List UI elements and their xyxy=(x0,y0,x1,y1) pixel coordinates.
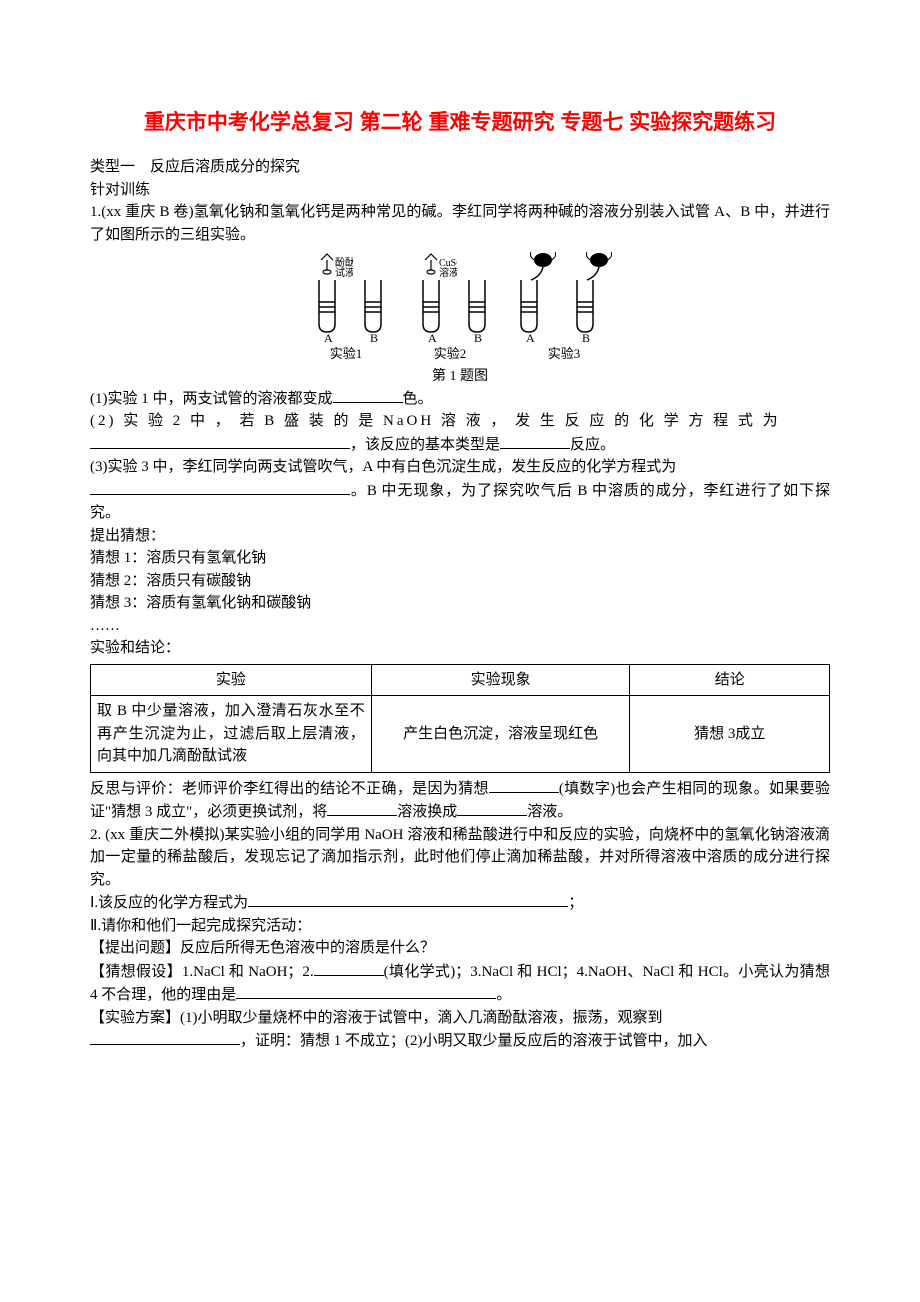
blank[interactable] xyxy=(248,891,568,907)
th-conclusion: 结论 xyxy=(630,664,830,696)
blank[interactable] xyxy=(90,479,350,495)
exp1-label: 实验1 xyxy=(330,344,363,364)
blank[interactable] xyxy=(314,960,384,976)
tube-a-label2: A xyxy=(428,331,437,342)
dropper1-label2: 试液 xyxy=(335,266,353,279)
tube-a-label: A xyxy=(324,331,333,342)
q1-p3-a: (3)实验 3 中，李红同学向两支试管吹气，A 中有白色沉淀生成，发生反应的化学… xyxy=(90,456,830,479)
exp2-block: CuSO₄ 溶液 A xyxy=(407,252,493,364)
q1-reflect-d: 溶液。 xyxy=(527,804,572,820)
figure-caption: 第 1 题图 xyxy=(90,366,830,387)
q1-table-h: 实验和结论： xyxy=(90,637,830,660)
q1-stem: 1.(xx 重庆 B 卷)氢氧化钠和氢氧化钙是两种常见的碱。李红同学将两种碱的溶… xyxy=(90,201,830,246)
q1-table: 实验 实验现象 结论 取 B 中少量溶液，加入澄清石灰水至不再产生沉淀为止，过滤… xyxy=(90,664,830,773)
q2-stem: 2. (xx 重庆二外模拟)某实验小组的同学用 NaOH 溶液和稀盐酸进行中和反… xyxy=(90,824,830,892)
exp3-block: A xyxy=(511,252,617,364)
q2-hyp-a: 【猜想假设】1.NaCl 和 NaOH；2. xyxy=(90,964,314,980)
blank[interactable] xyxy=(333,387,403,403)
table-row: 取 B 中少量溶液，加入澄清石灰水至不再产生沉淀为止，过滤后取上层清液，向其中加… xyxy=(91,696,830,773)
q2-i: Ⅰ.该反应的化学方程式为 ； xyxy=(90,891,830,915)
q2-hyp-c: 。 xyxy=(496,987,511,1003)
q1-guess3: 猜想 3：溶质有氢氧化钠和碳酸钠 xyxy=(90,592,830,615)
figure-row: 酚酞 试液 A xyxy=(90,252,830,364)
td-phenomenon: 产生白色沉淀，溶液呈现红色 xyxy=(371,696,630,773)
tube-a-label3: A xyxy=(526,331,535,342)
q1-p1-a: (1)实验 1 中，两支试管的溶液都变成 xyxy=(90,391,333,407)
tube-a-exp3-icon: A xyxy=(511,252,561,342)
tube-a-exp1-icon: 酚酞 试液 A xyxy=(303,252,353,342)
th-experiment: 实验 xyxy=(91,664,372,696)
blank[interactable] xyxy=(489,777,559,793)
document-title: 重庆市中考化学总复习 第二轮 重难专题研究 专题七 实验探究题练习 xyxy=(90,100,830,146)
blank[interactable] xyxy=(457,800,527,816)
tube-b-label: B xyxy=(370,331,378,342)
blank[interactable] xyxy=(90,433,350,449)
table-header-row: 实验 实验现象 结论 xyxy=(91,664,830,696)
q2-pq: 【提出问题】反应后所得无色溶液中的溶质是什么？ xyxy=(90,937,830,960)
q1-reflect-c: 溶液换成 xyxy=(397,804,457,820)
q2-i-a: Ⅰ.该反应的化学方程式为 xyxy=(90,895,248,911)
q1-dots: …… xyxy=(90,615,830,638)
q1-p2-b: ，该反应的基本类型是 xyxy=(350,437,500,453)
tube-b-label2: B xyxy=(474,331,482,342)
blank[interactable] xyxy=(500,433,570,449)
section-type: 类型一 反应后溶质成分的探究 xyxy=(90,156,830,179)
q1-p1: (1)实验 1 中，两支试管的溶液都变成 色。 xyxy=(90,387,830,411)
section-sub: 针对训练 xyxy=(90,179,830,202)
exp3-label: 实验3 xyxy=(548,344,581,364)
q1-reflect: 反思与评价：老师评价李红得出的结论不正确，是因为猜想(填数字)也会产生相同的现象… xyxy=(90,777,830,824)
tube-b-exp2-icon: B xyxy=(463,252,493,342)
q2-plan: 【实验方案】(1)小明取少量烧杯中的溶液于试管中，滴入几滴酚酞溶液，振荡，观察到… xyxy=(90,1007,830,1053)
tube-b-exp3-icon: B xyxy=(567,252,617,342)
document-page: 重庆市中考化学总复习 第二轮 重难专题研究 专题七 实验探究题练习 类型一 反应… xyxy=(0,0,920,1113)
q1-reflect-a: 反思与评价：老师评价李红得出的结论不正确，是因为猜想 xyxy=(90,781,489,797)
q1-guess-h: 提出猜想： xyxy=(90,525,830,548)
exp2-label: 实验2 xyxy=(434,344,467,364)
td-experiment: 取 B 中少量溶液，加入澄清石灰水至不再产生沉淀为止，过滤后取上层清液，向其中加… xyxy=(91,696,372,773)
td-conclusion: 猜想 3成立 xyxy=(630,696,830,773)
q2-i-b: ； xyxy=(568,895,583,911)
blank[interactable] xyxy=(327,800,397,816)
q1-p3-line2: 。B 中无现象，为了探究吹气后 B 中溶质的成分，李红进行了如下探究。 xyxy=(90,479,830,525)
q1-p2-line2: ，该反应的基本类型是 反应。 xyxy=(90,433,830,457)
th-phenomenon: 实验现象 xyxy=(371,664,630,696)
exp2-tubes: CuSO₄ 溶液 A xyxy=(407,252,493,342)
q2-hyp: 【猜想假设】1.NaCl 和 NaOH；2.(填化学式)；3.NaCl 和 HC… xyxy=(90,960,830,1007)
exp3-tubes: A xyxy=(511,252,617,342)
blank[interactable] xyxy=(236,983,496,999)
q1-p1-b: 色。 xyxy=(403,391,433,407)
blank[interactable] xyxy=(90,1029,240,1045)
exp1-tubes: 酚酞 试液 A xyxy=(303,252,389,342)
q2-plan-b: ，证明：猜想 1 不成立；(2)小明又取少量反应后的溶液于试管中，加入 xyxy=(240,1033,708,1049)
dropper2-label2: 溶液 xyxy=(439,266,457,279)
q1-guess1: 猜想 1：溶质只有氢氧化钠 xyxy=(90,547,830,570)
q1-p2-a: (2) 实 验 2 中 ， 若 B 盛 装 的 是 NaOH 溶 液 ， 发 生… xyxy=(90,410,830,433)
q2-ii: Ⅱ.请你和他们一起完成探究活动： xyxy=(90,915,830,938)
tube-b-label3: B xyxy=(582,331,590,342)
tube-b-exp1-icon: B xyxy=(359,252,389,342)
tube-a-exp2-icon: CuSO₄ 溶液 A xyxy=(407,252,457,342)
q1-p2-c: 反应。 xyxy=(570,437,615,453)
q1-figure: 酚酞 试液 A xyxy=(90,252,830,387)
q1-guess2: 猜想 2：溶质只有碳酸钠 xyxy=(90,570,830,593)
exp1-block: 酚酞 试液 A xyxy=(303,252,389,364)
q2-plan-a: 【实验方案】(1)小明取少量烧杯中的溶液于试管中，滴入几滴酚酞溶液，振荡，观察到 xyxy=(90,1010,663,1026)
